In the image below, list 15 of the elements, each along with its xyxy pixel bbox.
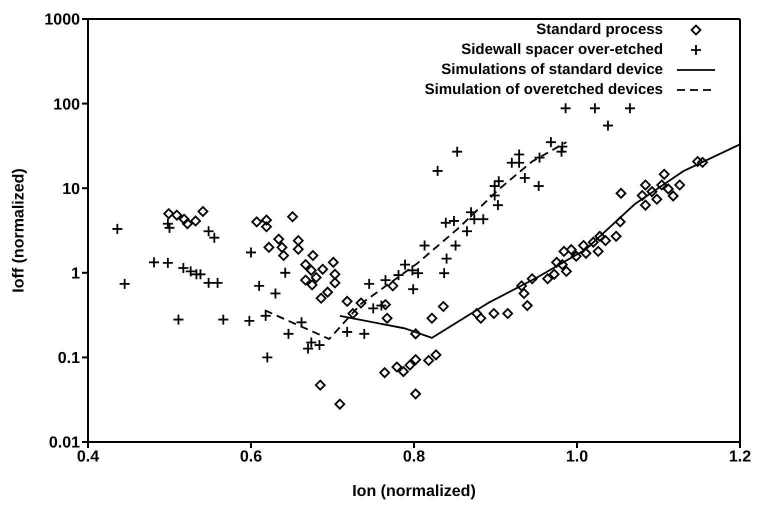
x-tick-label: 0.6 — [240, 448, 262, 466]
y-tick-label: 1000 — [44, 12, 80, 29]
legend-label: Standard process — [536, 20, 663, 40]
legend-label: Simulation of overetched devices — [424, 80, 663, 100]
x-tick-label: 1.0 — [566, 448, 588, 466]
y-tick-label: 1 — [71, 265, 80, 282]
y-tick-label: 0.1 — [58, 350, 80, 368]
y-axis-title: Ioff (normalized) — [10, 168, 28, 293]
y-tick-label: 100 — [53, 96, 80, 114]
x-tick-label: 1.2 — [728, 448, 752, 466]
legend-label: Simulations of standard device — [441, 60, 663, 80]
x-axis-title: Ion (normalized) — [352, 483, 476, 500]
y-tick-label: 10 — [62, 180, 80, 198]
x-tick-label: 0.8 — [402, 448, 426, 466]
legend-label: Sidewall spacer over-etched — [461, 40, 663, 60]
